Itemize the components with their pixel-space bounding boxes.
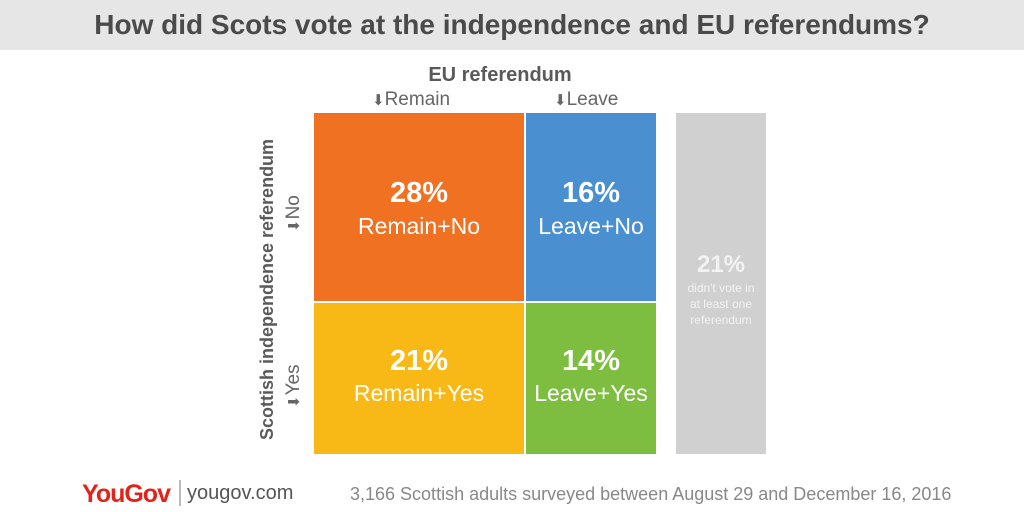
cell-remain-yes: 21% Remain+Yes — [314, 303, 524, 454]
down-arrow-icon: ⬇ — [286, 395, 303, 408]
row-header-label: No — [283, 195, 304, 220]
footer-note: 3,166 Scottish adults surveyed between A… — [350, 484, 952, 504]
chart-title: How did Scots vote at the independence a… — [94, 9, 930, 40]
column-header-leave: ⬇Leave — [554, 89, 618, 111]
cell-label: Remain+Yes — [353, 380, 485, 406]
cell-remain-no: 28% Remain+No — [314, 113, 524, 301]
cell-value: 21% — [389, 345, 449, 377]
footer-url[interactable]: yougov.com — [187, 482, 294, 504]
down-arrow-icon: ⬇ — [372, 92, 385, 109]
row-header-label: Yes — [283, 364, 304, 396]
cell-value: 14% — [561, 345, 621, 377]
non-voters-label: didn't vote in at least one referendum — [687, 281, 755, 327]
non-voters-box: 21% didn't vote in at least one referend… — [676, 113, 766, 454]
down-arrow-icon: ⬇ — [554, 92, 567, 109]
column-header-label: Leave — [566, 89, 619, 110]
x-axis-label: EU referendum — [428, 64, 572, 86]
cell-value: 28% — [389, 177, 449, 209]
footer-divider — [179, 480, 181, 506]
yougov-logo: YouGov — [82, 480, 171, 508]
row-header-yes: ⬇Yes — [283, 288, 305, 408]
y-axis-label: Scottish independence referendum — [257, 138, 277, 440]
cell-leave-yes: 14% Leave+Yes — [526, 303, 656, 454]
non-voters-value: 21% — [696, 251, 746, 278]
cell-value: 16% — [561, 177, 621, 209]
column-header-remain: ⬇Remain — [372, 89, 450, 111]
row-header-no: ⬇No — [283, 112, 305, 232]
cell-label: Leave+Yes — [534, 380, 648, 406]
down-arrow-icon: ⬇ — [286, 219, 303, 232]
cell-label: Leave+No — [538, 213, 644, 239]
cell-leave-no: 16% Leave+No — [526, 113, 656, 301]
cell-label: Remain+No — [357, 213, 481, 239]
column-header-label: Remain — [384, 89, 451, 110]
title-bar — [0, 0, 1024, 50]
